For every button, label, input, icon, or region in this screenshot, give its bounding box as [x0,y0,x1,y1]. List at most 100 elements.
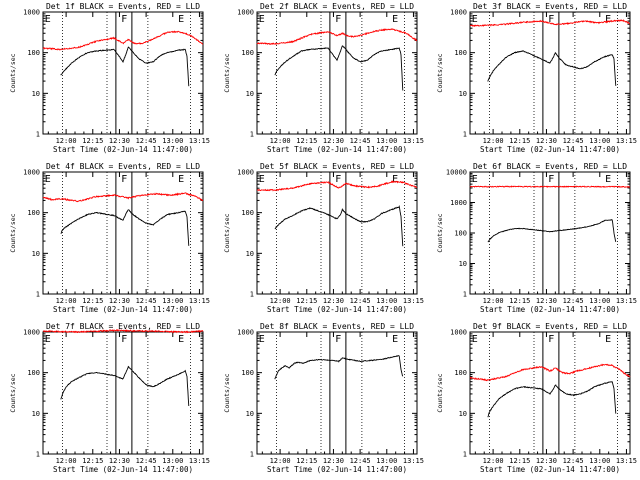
plot-title: Det 6f BLACK = Events, RED = LLD [473,162,627,171]
y-tick-label: 10 [246,410,254,418]
y-tick-label: 1000 [237,9,254,17]
plot-panel-7f: Det 7f BLACK = Events, RED = LLD E F E 1 10 10… [9,322,210,474]
lld-series-line-7f [42,328,204,334]
x-axis-label: Start Time (02-Jun-14 11:47:00) [53,465,193,474]
y-tick-label: 100 [27,209,40,217]
x-tick-label: 12:45 [350,297,371,305]
x-tick-label: 13:00 [589,137,610,145]
events-series-line-7f [60,365,190,407]
interval-marker-2: E [605,14,611,25]
lld-series-line-5f [257,180,417,192]
interval-marker-2: E [178,174,184,185]
interval-marker-0: E [259,334,265,345]
plot-frame [469,11,631,135]
plot-frame [42,11,204,135]
x-tick-label: 13:15 [189,297,210,305]
interval-marker-0: E [472,14,478,25]
x-tick-label: 13:00 [162,297,183,305]
plot-panel-4f: Det 4f BLACK = Events, RED = LLD E F E 1 10 10… [9,162,210,314]
x-axis-label: Start Time (02-Jun-14 11:47:00) [480,305,620,314]
interval-marker-2: E [605,174,611,185]
x-tick-label: 13:15 [616,137,637,145]
x-tick-label: 12:00 [483,457,504,465]
plot-title: Det 1f BLACK = Events, RED = LLD [46,2,200,11]
y-tick-label: 100 [241,369,254,377]
interval-marker-2: E [392,14,398,25]
lld-series-line-1f [42,30,204,51]
x-tick-label: 12:00 [483,137,504,145]
y-tick-label: 1 [250,291,254,299]
x-tick-label: 12:30 [323,457,344,465]
plot-frame [256,11,418,135]
x-tick-label: 13:00 [376,137,397,145]
x-tick-label: 12:15 [296,457,317,465]
lld-series-line-6f [469,185,631,188]
x-tick-label: 12:15 [509,297,530,305]
events-series-line-2f [274,45,404,91]
plot-frame [469,171,631,295]
plot-frame [256,331,418,455]
plot-title: Det 8f BLACK = Events, RED = LLD [260,322,414,331]
y-tick-label: 1 [250,131,254,139]
plot-panel-3f: Det 3f BLACK = Events, RED = LLD E F E 1 10 10… [436,2,637,154]
y-tick-label: 10 [459,90,467,98]
events-series-line-6f [487,218,617,243]
y-tick-label: 1 [250,451,254,459]
y-tick-label: 10 [246,90,254,98]
x-tick-label: 12:45 [350,137,371,145]
x-tick-label: 13:15 [189,137,210,145]
y-axis-label: Counts/sec [223,213,231,252]
x-tick-label: 12:15 [296,137,317,145]
y-tick-label: 1000 [237,169,254,177]
y-tick-label: 1000 [450,329,467,337]
plot-frame [256,171,418,295]
interval-marker-0: E [472,174,478,185]
y-axis-label: Counts/sec [223,53,231,92]
y-tick-label: 1000 [237,329,254,337]
x-axis-label: Start Time (02-Jun-14 11:47:00) [53,305,193,314]
x-tick-label: 12:00 [270,297,291,305]
x-tick-label: 12:45 [136,297,157,305]
y-tick-label: 10 [246,250,254,258]
y-tick-label: 10 [32,90,40,98]
y-tick-label: 10000 [446,169,467,177]
y-tick-label: 100 [454,230,467,238]
x-tick-label: 13:15 [616,457,637,465]
y-axis-label: Counts/sec [9,373,17,412]
x-tick-label: 12:30 [109,297,130,305]
interval-marker-1: F [121,334,127,345]
y-tick-label: 1000 [23,329,40,337]
x-tick-label: 13:00 [376,297,397,305]
events-series-line-9f [487,381,617,418]
interval-marker-1: F [335,14,341,25]
x-tick-label: 12:15 [296,297,317,305]
x-tick-label: 13:00 [589,297,610,305]
y-tick-label: 10 [459,410,467,418]
x-tick-label: 12:00 [270,457,291,465]
y-tick-label: 1 [36,131,40,139]
y-tick-label: 1 [463,451,467,459]
y-tick-label: 1 [36,451,40,459]
events-series-line-1f [60,46,190,87]
y-axis-label: Counts/sec [436,373,444,412]
x-axis-label: Start Time (02-Jun-14 11:47:00) [267,305,407,314]
y-tick-label: 1000 [450,199,467,207]
events-series-line-8f [274,355,404,380]
x-tick-label: 12:15 [82,457,103,465]
plot-title: Det 9f BLACK = Events, RED = LLD [473,322,627,331]
x-tick-label: 13:15 [616,297,637,305]
x-tick-label: 12:30 [323,137,344,145]
interval-marker-2: E [392,334,398,345]
plot-title: Det 5f BLACK = Events, RED = LLD [260,162,414,171]
interval-marker-0: E [45,14,51,25]
y-tick-label: 1 [463,131,467,139]
x-tick-label: 12:15 [509,137,530,145]
x-tick-label: 13:00 [589,457,610,465]
y-axis-label: Counts/sec [436,213,444,252]
y-axis-label: Counts/sec [9,53,17,92]
plot-panel-5f: Det 5f BLACK = Events, RED = LLD E F E 1 10 10… [223,162,424,314]
x-tick-label: 12:45 [563,457,584,465]
y-tick-label: 100 [27,369,40,377]
plot-panel-1f: Det 1f BLACK = Events, RED = LLD E F E 1 10 10… [9,2,210,154]
